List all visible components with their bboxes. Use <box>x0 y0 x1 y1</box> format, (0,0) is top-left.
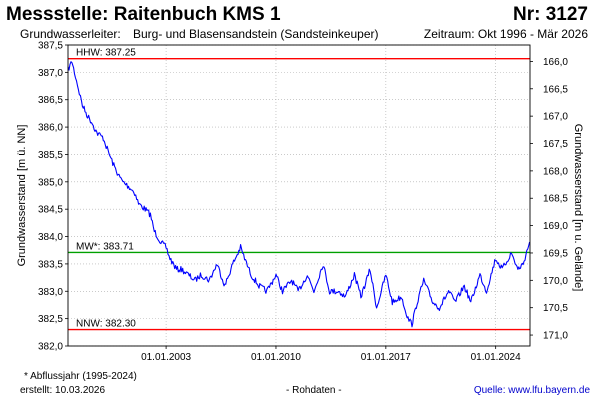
y-tick-label: 385,5 <box>38 150 63 161</box>
axes: 387,5 387,0 386,5 386,0 385,5 385,0 384,5 384,0… <box>16 41 584 364</box>
y2-tick-label: 170,5 <box>543 303 568 314</box>
y-tick-label: 385,0 <box>38 177 63 188</box>
reference-lines: HHW: 387.25 MW*: 383.71 NNW: 382.30 <box>68 48 530 331</box>
aquifer-value: Burg- und Blasensandstein (Sandsteinkeup… <box>133 27 379 41</box>
y-tick-label: 387,0 <box>38 68 63 79</box>
source-link[interactable]: Quelle: www.lfu.bayern.de <box>473 385 590 396</box>
y-tick-label: 386,5 <box>38 95 63 106</box>
y2-tick-label: 166,0 <box>543 57 568 68</box>
aquifer-label: Grundwasserleiter: <box>20 27 121 41</box>
created-date: erstellt: 10.03.2026 <box>20 385 106 396</box>
y-tick-label: 387,5 <box>38 41 63 52</box>
reference-line-label: HHW: 387.25 <box>76 48 136 59</box>
y-tick-label: 383,0 <box>38 287 63 298</box>
y-tick-label: 386,0 <box>38 123 63 134</box>
footnote: * Abflussjahr (1995-2024) <box>24 371 137 382</box>
y2-tick-label: 168,5 <box>543 194 568 205</box>
period-label: Zeitraum: Okt 1996 - Mär 2026 <box>423 27 588 41</box>
y-tick-label: 382,0 <box>38 342 63 353</box>
reference-line-label: MW*: 383.71 <box>76 241 134 252</box>
y2-tick-label: 167,0 <box>543 112 568 123</box>
x-tick-label: 01.01.2024 <box>471 352 521 363</box>
grid <box>68 44 530 347</box>
x-tick-label: 01.01.2017 <box>361 352 411 363</box>
groundwater-series-line <box>67 61 531 328</box>
y2-tick-label: 171,0 <box>543 331 568 342</box>
reference-line-label: NNW: 382.30 <box>76 319 136 330</box>
plot-frame <box>67 44 531 347</box>
x-tick-label: 01.01.2010 <box>251 352 301 363</box>
raw-data-label: - Rohdaten - <box>286 385 342 396</box>
station-number: Nr: 3127 <box>513 4 588 25</box>
y-tick-label: 384,0 <box>38 232 63 243</box>
y2-tick-label: 169,0 <box>543 221 568 232</box>
y-axis-label: Grundwasserstand [m ü. NN] <box>16 125 28 267</box>
y2-tick-label: 168,0 <box>543 166 568 177</box>
y-tick-label: 383,5 <box>38 259 63 270</box>
y2-tick-label: 170,0 <box>543 276 568 287</box>
y2-tick-label: 169,5 <box>543 248 568 259</box>
y-tick-label: 382,5 <box>38 314 63 325</box>
x-tick-label: 01.01.2003 <box>141 352 191 363</box>
y2-axis-label: Grundwasserstand [m u. Gelände] <box>572 124 584 292</box>
y-tick-label: 384,5 <box>38 205 63 216</box>
y2-tick-label: 167,5 <box>543 139 568 150</box>
station-title: Messstelle: Raitenbuch KMS 1 <box>6 4 281 25</box>
series-layer <box>67 61 531 328</box>
y2-tick-label: 166,5 <box>543 84 568 95</box>
